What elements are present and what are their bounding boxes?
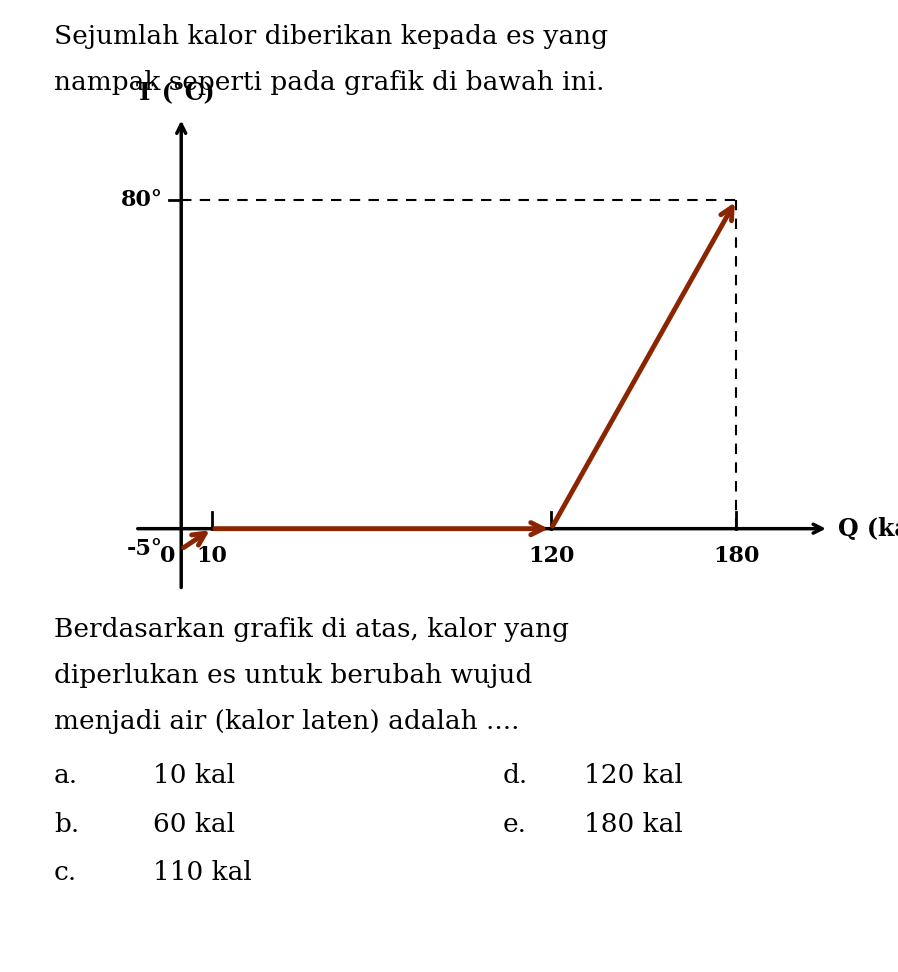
Text: 180: 180 bbox=[713, 545, 760, 567]
Text: Berdasarkan grafik di atas, kalor yang: Berdasarkan grafik di atas, kalor yang bbox=[54, 617, 568, 642]
Text: 110 kal: 110 kal bbox=[153, 860, 251, 885]
Text: 120 kal: 120 kal bbox=[584, 763, 682, 788]
Text: -5°: -5° bbox=[127, 538, 163, 560]
Text: d.: d. bbox=[503, 763, 528, 788]
Text: 180 kal: 180 kal bbox=[584, 812, 682, 837]
Text: 120: 120 bbox=[528, 545, 575, 567]
Text: a.: a. bbox=[54, 763, 78, 788]
Text: 80°: 80° bbox=[120, 189, 163, 211]
Text: diperlukan es untuk berubah wujud: diperlukan es untuk berubah wujud bbox=[54, 663, 533, 688]
Text: nampak seperti pada grafik di bawah ini.: nampak seperti pada grafik di bawah ini. bbox=[54, 70, 604, 95]
Text: menjadi air (kalor laten) adalah ....: menjadi air (kalor laten) adalah .... bbox=[54, 709, 519, 734]
Text: 10 kal: 10 kal bbox=[153, 763, 234, 788]
Text: 0: 0 bbox=[160, 545, 175, 567]
Text: T (°C): T (°C) bbox=[136, 82, 215, 105]
Text: e.: e. bbox=[503, 812, 527, 837]
Text: 60 kal: 60 kal bbox=[153, 812, 234, 837]
Text: b.: b. bbox=[54, 812, 79, 837]
Text: c.: c. bbox=[54, 860, 77, 885]
Text: 10: 10 bbox=[197, 545, 227, 567]
Text: Sejumlah kalor diberikan kepada es yang: Sejumlah kalor diberikan kepada es yang bbox=[54, 24, 608, 50]
Text: Q (kal): Q (kal) bbox=[838, 517, 898, 540]
